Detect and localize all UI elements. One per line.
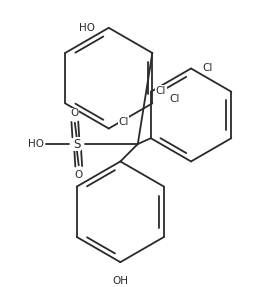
Text: Cl: Cl bbox=[170, 94, 180, 104]
Text: O: O bbox=[75, 170, 83, 180]
Text: Cl: Cl bbox=[118, 117, 129, 127]
Text: HO: HO bbox=[79, 23, 95, 33]
Text: OH: OH bbox=[112, 276, 128, 286]
Text: Cl: Cl bbox=[203, 63, 213, 73]
Text: O: O bbox=[71, 108, 79, 118]
Text: HO: HO bbox=[28, 139, 44, 149]
Text: S: S bbox=[73, 137, 80, 150]
Text: Cl: Cl bbox=[156, 86, 166, 96]
